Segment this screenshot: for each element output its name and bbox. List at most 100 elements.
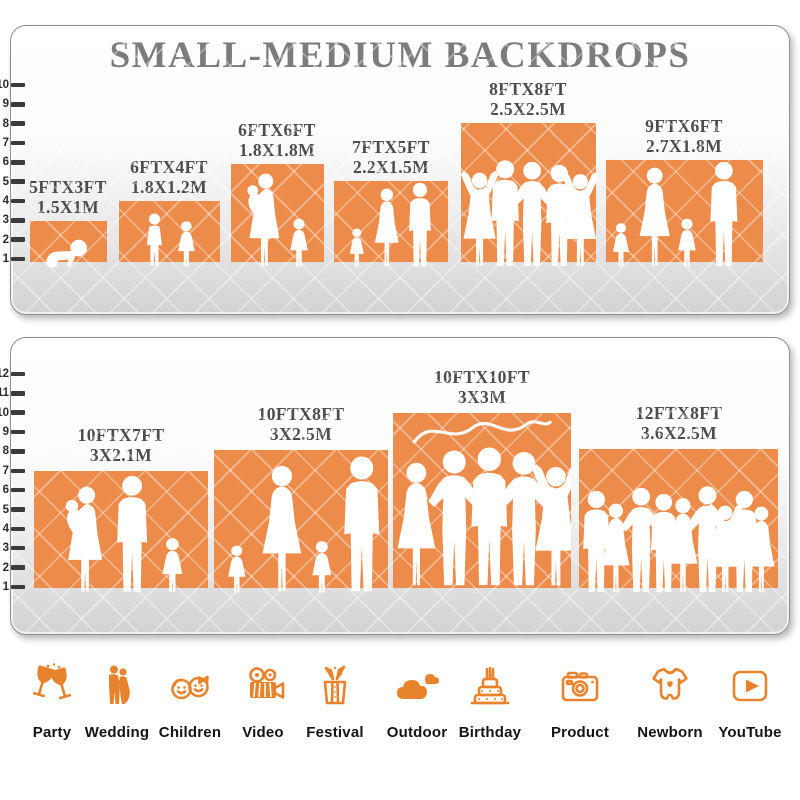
backdrop-7x5 <box>334 181 448 267</box>
ruler-tick-number: 9 <box>2 98 9 111</box>
silhouette-family-three <box>349 182 431 267</box>
ruler-tick: 2 <box>0 233 25 246</box>
ruler-tick-number: 5 <box>2 175 9 188</box>
backdrop-9x6 <box>606 160 763 267</box>
ruler-tick: 1 <box>0 252 25 265</box>
ruler-tick: 12 <box>0 368 25 380</box>
ruler-tick-number: 1 <box>2 580 9 593</box>
backdrop-size-label: 12FTX8FT 3.6X2.5M <box>635 403 723 443</box>
ruler-tick-mark <box>11 449 25 454</box>
backdrop-12x8 <box>579 449 778 593</box>
ruler-tick-mark <box>11 526 25 532</box>
category-label: Festival <box>306 724 364 741</box>
ruler-tick-number: 3 <box>2 542 9 555</box>
category-youtube: YouTube <box>708 662 792 741</box>
silhouette-crowd <box>583 486 775 593</box>
ruler-tick: 2 <box>0 562 25 574</box>
backdrop-8x8 <box>460 123 599 266</box>
signature-scribble <box>412 420 552 444</box>
ruler-tick-number: 12 <box>0 368 9 380</box>
ruler-tick-number: 5 <box>2 503 9 516</box>
product-icon <box>561 671 599 702</box>
category-video: Video <box>221 662 305 741</box>
ruler-tick-mark <box>11 565 25 570</box>
category-birthday: Birthday <box>448 662 532 741</box>
ruler-tick-mark <box>11 371 25 377</box>
ruler-tick-number: 7 <box>2 136 9 149</box>
ruler-tick-mark <box>11 487 25 493</box>
panel-small-medium: SMALL-MEDIUM BACKDROPS 10 9 8 7 6 5 <box>0 25 790 315</box>
category-label: Product <box>550 724 610 741</box>
category-label: Outdoor <box>386 724 448 741</box>
silhouette-crawling-baby <box>46 239 87 268</box>
backdrop-10x10 <box>393 413 571 588</box>
ruler-tick-number: 1 <box>2 252 9 265</box>
panel-medium-large: 12 11 10 9 8 7 6 5 <box>0 337 790 635</box>
ruler-tick: 10 <box>0 79 25 91</box>
page-title: SMALL-MEDIUM BACKDROPS <box>109 35 691 76</box>
youtube-icon <box>732 670 768 702</box>
category-label: Newborn <box>637 724 703 741</box>
video-icon <box>249 667 285 699</box>
ruler-tick-number: 10 <box>0 79 9 91</box>
ruler-tick-number: 4 <box>2 522 9 535</box>
backdrop-size-label: 6FTX4FT 1.8X1.2M <box>130 157 208 197</box>
ruler-tick-mark <box>11 140 25 146</box>
birthday-icon <box>470 666 510 705</box>
ruler-tick: 1 <box>0 580 25 593</box>
ruler-tick-number: 6 <box>2 484 9 497</box>
silhouette-group-five <box>460 160 599 266</box>
category-label: Party <box>32 724 72 741</box>
ruler-tick: 6 <box>0 156 25 169</box>
wedding-icon <box>109 665 130 704</box>
ruler-tick: 11 <box>0 387 25 400</box>
ruler-tick-number: 2 <box>2 233 9 246</box>
backdrop-10x8 <box>214 450 388 593</box>
ruler-tick-number: 9 <box>2 426 9 439</box>
ruler-tick: 7 <box>0 464 25 477</box>
festival-icon <box>323 665 347 705</box>
category-wedding: Wedding <box>75 662 159 741</box>
ruler-tick: 10 <box>0 406 25 419</box>
ruler-tick-mark <box>11 468 25 474</box>
newborn-icon <box>652 667 688 700</box>
ruler-tick-number: 10 <box>0 406 9 419</box>
ruler-top: 10 9 8 7 6 5 4 3 <box>0 79 25 265</box>
children-icon <box>171 675 209 700</box>
ruler-tick: 4 <box>0 522 25 535</box>
backdrop-size-label: 10FTX10FT 3X3M <box>434 367 530 407</box>
silhouette-family-four <box>613 161 738 267</box>
outdoor-icon <box>397 674 439 699</box>
ruler-tick-mark <box>11 545 25 551</box>
ruler-tick-mark <box>11 256 25 262</box>
backdrop-size-label: 10FTX8FT 3X2.5M <box>257 404 345 444</box>
ruler-tick: 5 <box>0 175 25 188</box>
ruler-tick-number: 11 <box>0 387 9 400</box>
category-label: YouTube <box>718 724 782 741</box>
party-icon <box>32 663 72 700</box>
backdrop-6x6 <box>231 164 324 267</box>
ruler-tick: 6 <box>0 484 25 497</box>
ruler-tick: 5 <box>0 503 25 516</box>
ruler-tick-number: 6 <box>2 156 9 169</box>
backdrop-5x3 <box>30 221 107 268</box>
ruler-tick: 3 <box>0 542 25 555</box>
category-label: Video <box>242 724 284 741</box>
ruler-tick: 7 <box>0 136 25 149</box>
ruler-tick-mark <box>11 237 25 242</box>
ruler-tick-mark <box>11 218 25 223</box>
backdrop-size-label: 7FTX5FT 2.2X1.5M <box>352 137 430 177</box>
ruler-bottom: 12 11 10 9 8 7 6 5 <box>0 368 25 593</box>
ruler-tick-number: 3 <box>2 214 9 227</box>
ruler-tick-number: 7 <box>2 464 9 477</box>
ruler-tick-mark <box>11 179 25 184</box>
ruler-tick-mark <box>11 410 25 415</box>
backdrop-6x4 <box>119 201 220 267</box>
category-product: Product <box>538 662 622 741</box>
ruler-tick-mark <box>11 507 25 512</box>
ruler-tick: 3 <box>0 214 25 227</box>
ruler-tick-mark <box>11 391 25 396</box>
ruler-tick-mark <box>11 584 25 590</box>
backdrop-size-label: 10FTX7FT 3X2.1M <box>77 425 165 465</box>
